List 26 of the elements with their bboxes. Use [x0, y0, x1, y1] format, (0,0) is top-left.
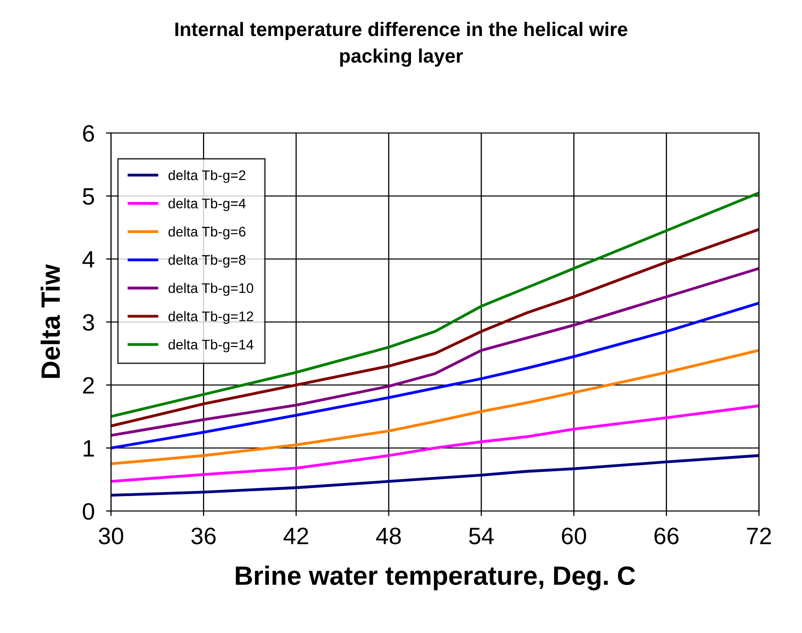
legend-label: delta Tb-g=4: [168, 198, 246, 212]
y-tick-label: 5: [82, 188, 94, 205]
x-tick-label: 66: [654, 528, 679, 544]
legend-label: delta Tb-g=14: [168, 339, 254, 352]
x-tick-label: 36: [191, 528, 216, 544]
legend-label: delta Tb-g=8: [168, 254, 246, 268]
legend-label: delta Tb-g=10: [168, 282, 254, 296]
legend-label: delta Tb-g=12: [168, 311, 254, 324]
line-series: [111, 454, 759, 497]
x-tick-label: 72: [747, 528, 771, 544]
x-tick-label: 42: [284, 528, 308, 544]
y-tick-label: 1: [84, 440, 94, 457]
x-axis-title: Brine water temperature, Deg. C: [236, 566, 636, 590]
y-axis-title: Delta Tiw: [40, 264, 60, 378]
legend-label: delta Tb-g=6: [168, 226, 246, 240]
x-tick-label: 54: [469, 528, 494, 544]
y-tick-label: 2: [83, 377, 94, 394]
y-tick-label: 3: [82, 314, 94, 331]
x-tick-label: 60: [562, 528, 586, 544]
y-tick-label: 0: [82, 503, 94, 520]
x-tick-label: 30: [98, 528, 124, 544]
y-tick-label: 6: [83, 125, 94, 142]
y-tick-label: 4: [82, 251, 94, 268]
chart-title: Internal temperature difference in the helical wire packing layer: [175, 22, 628, 67]
legend-label: delta Tb-g=2: [168, 170, 246, 183]
x-tick-label: 48: [376, 528, 401, 544]
